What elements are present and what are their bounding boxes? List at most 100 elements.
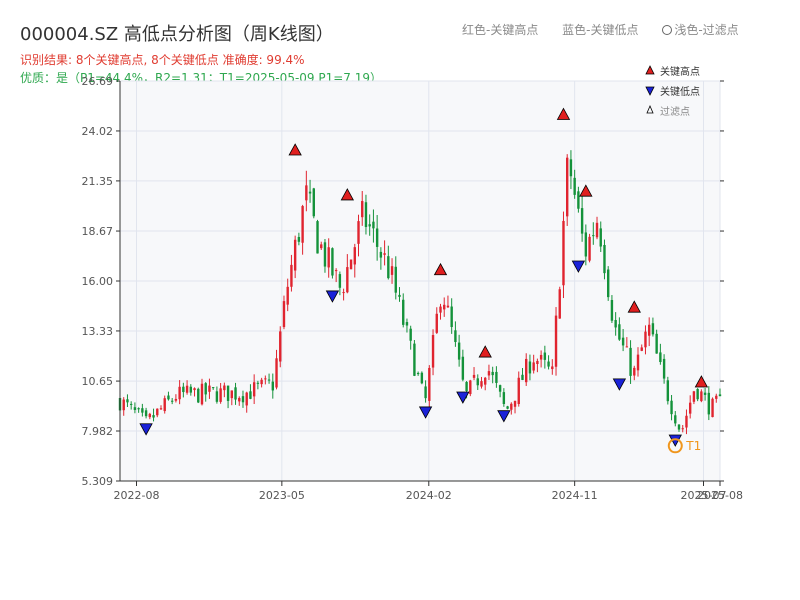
candle-body: [484, 377, 487, 385]
x-tick-label: 2025-08: [697, 489, 743, 502]
legend-red-text: 红色-关键高点: [462, 23, 539, 37]
legend-high-icon: [645, 65, 655, 75]
candle: [580, 194, 584, 242]
candle-body: [554, 315, 558, 367]
x-tick-label: 2023-05: [259, 489, 305, 502]
key-low-marker: [418, 406, 433, 419]
candle: [390, 258, 394, 284]
candle-body: [282, 301, 286, 328]
legend-low-icon: [645, 86, 655, 96]
candle-body: [696, 388, 699, 400]
candle: [476, 374, 479, 391]
candle-body: [413, 343, 416, 376]
legend-hollow: 浅色-过滤点: [662, 23, 739, 37]
candle-body: [312, 188, 315, 217]
candle-body: [424, 386, 427, 399]
candle-body: [577, 191, 580, 209]
candle: [402, 293, 405, 328]
candle-body: [718, 394, 722, 397]
candle: [409, 325, 412, 350]
candle: [666, 376, 670, 405]
candle-body: [223, 385, 226, 391]
candle: [584, 224, 588, 266]
candle-body: [219, 388, 222, 402]
candle: [379, 247, 383, 270]
candle: [305, 170, 308, 212]
legend-filtered-icon: [646, 104, 654, 114]
y-tick-label: 10.65: [82, 375, 114, 388]
candle-body: [245, 392, 248, 406]
candle: [558, 286, 561, 319]
candle: [342, 288, 345, 301]
candle-body: [606, 269, 610, 298]
candle: [230, 390, 234, 406]
candle: [413, 340, 416, 377]
candle-body: [465, 382, 468, 392]
candle: [249, 384, 252, 400]
candle-body: [185, 385, 189, 393]
candle-body: [621, 337, 625, 346]
candle: [387, 245, 390, 280]
candle-body: [159, 408, 163, 410]
candle-body: [323, 242, 327, 267]
candle: [562, 211, 565, 299]
x-tick-label: 2025-07: [681, 489, 727, 502]
candle: [484, 376, 487, 391]
candle: [234, 382, 237, 405]
candle: [592, 222, 595, 245]
candle-body: [614, 320, 617, 328]
candle-body: [353, 247, 356, 265]
key-high-marker: [694, 375, 709, 388]
key-low-marker: [325, 290, 340, 303]
candle-body: [368, 224, 371, 227]
candle: [174, 394, 178, 403]
candle-body: [558, 289, 561, 319]
candle-body: [510, 403, 513, 410]
candle-body: [692, 391, 696, 402]
candle: [651, 317, 655, 337]
candle-body: [264, 378, 267, 380]
candle: [480, 376, 483, 389]
candle: [308, 179, 312, 203]
markers: T1: [139, 107, 709, 454]
candle-body: [573, 177, 576, 195]
candle: [416, 371, 420, 376]
candle-body: [640, 347, 643, 351]
candle: [301, 204, 304, 255]
candle: [636, 347, 640, 377]
candle: [677, 424, 681, 432]
candle: [208, 378, 211, 399]
candle: [659, 343, 662, 365]
candle-body: [655, 333, 658, 354]
candle: [647, 317, 651, 347]
page-title: 000004.SZ 高低点分析图（周K线图）: [20, 24, 334, 45]
candle-body: [647, 324, 651, 336]
candle: [674, 411, 677, 427]
candle: [431, 329, 435, 376]
candle-body: [688, 402, 692, 414]
candle: [394, 256, 397, 300]
candle-body: [707, 392, 711, 415]
legend-filtered-label: 过滤点: [660, 105, 690, 118]
candle: [703, 387, 707, 401]
result-summary: 识别结果: 8个关键高点, 8个关键低点 准确度: 99.4%: [20, 53, 305, 67]
candle-body: [297, 236, 301, 242]
candle: [502, 388, 506, 407]
candle: [126, 394, 129, 407]
candle-body: [584, 232, 588, 257]
candle-body: [633, 367, 636, 376]
candle-body: [446, 305, 450, 308]
candle: [495, 366, 498, 388]
candle: [577, 186, 580, 213]
candle-body: [334, 270, 338, 272]
candle: [215, 386, 219, 404]
candle-body: [133, 407, 137, 410]
candle: [286, 278, 289, 312]
candle: [603, 239, 606, 280]
candle: [528, 354, 532, 381]
candle: [129, 401, 133, 410]
candle-body: [402, 299, 405, 325]
candle: [472, 367, 476, 381]
candle-body: [301, 206, 304, 243]
